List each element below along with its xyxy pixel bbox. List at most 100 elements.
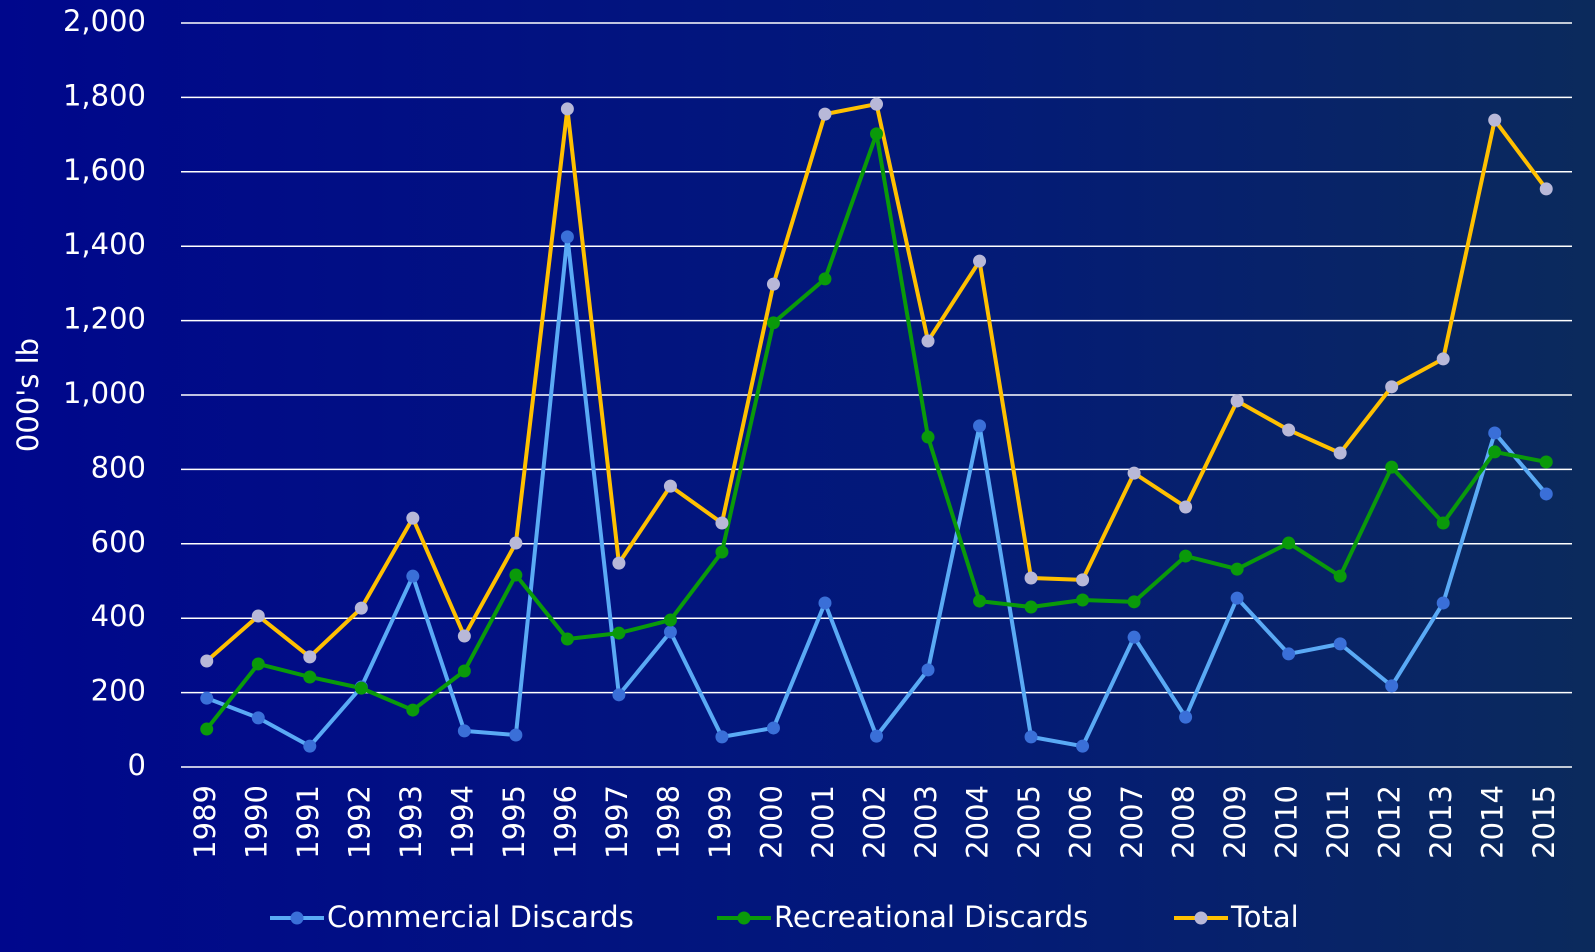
series-marker bbox=[200, 654, 214, 668]
series-marker bbox=[715, 545, 729, 559]
x-tick-label: 2005 bbox=[1012, 785, 1046, 859]
series-marker bbox=[251, 711, 265, 725]
y-tick-label: 400 bbox=[91, 599, 146, 633]
y-tick-label: 2,000 bbox=[63, 4, 146, 38]
series-marker bbox=[973, 594, 987, 608]
legend-marker bbox=[737, 911, 751, 925]
series-marker bbox=[1488, 113, 1502, 127]
series-marker bbox=[766, 277, 780, 291]
x-tick-label: 2009 bbox=[1218, 785, 1252, 859]
x-tick-label: 1995 bbox=[497, 785, 531, 859]
series-marker bbox=[1333, 637, 1347, 651]
series-marker bbox=[406, 569, 420, 583]
series-marker bbox=[1436, 352, 1450, 366]
series-marker bbox=[818, 107, 832, 121]
x-tick-label: 2014 bbox=[1476, 785, 1510, 859]
series-marker bbox=[766, 721, 780, 735]
series-marker bbox=[303, 670, 317, 684]
x-tick-label: 2006 bbox=[1064, 785, 1098, 859]
series-marker bbox=[1179, 710, 1193, 724]
series-marker bbox=[1024, 600, 1038, 614]
x-tick-label: 2011 bbox=[1321, 785, 1355, 859]
series-marker bbox=[1282, 536, 1296, 550]
x-tick-label: 2012 bbox=[1373, 785, 1407, 859]
x-tick-label: 2010 bbox=[1270, 785, 1304, 859]
x-tick-label: 2001 bbox=[806, 785, 840, 859]
series-marker bbox=[612, 688, 626, 702]
x-tick-label: 2002 bbox=[858, 785, 892, 859]
x-tick-label: 1990 bbox=[239, 785, 273, 859]
x-tick-label: 2007 bbox=[1115, 785, 1149, 859]
legend-label: Recreational Discards bbox=[774, 900, 1088, 934]
series-marker bbox=[818, 272, 832, 286]
x-tick-label: 1998 bbox=[651, 785, 685, 859]
series-marker bbox=[715, 516, 729, 530]
series-marker bbox=[1076, 739, 1090, 753]
series-marker bbox=[1024, 730, 1038, 744]
series-marker bbox=[1385, 460, 1399, 474]
y-tick-label: 1,000 bbox=[63, 376, 146, 410]
legend-marker bbox=[290, 911, 304, 925]
x-tick-label: 2004 bbox=[961, 785, 995, 859]
x-tick-label: 1999 bbox=[703, 785, 737, 859]
series-marker bbox=[354, 681, 368, 695]
series-marker bbox=[715, 730, 729, 744]
series-marker bbox=[1333, 569, 1347, 583]
series-marker bbox=[818, 596, 832, 610]
series-marker bbox=[921, 334, 935, 348]
y-tick-label: 1,800 bbox=[63, 78, 146, 112]
series-marker bbox=[200, 691, 214, 705]
x-tick-label: 1992 bbox=[342, 785, 376, 859]
series-marker bbox=[921, 663, 935, 677]
x-tick-label: 1996 bbox=[548, 785, 582, 859]
legend-marker bbox=[1194, 911, 1208, 925]
series-marker bbox=[612, 626, 626, 640]
series-marker bbox=[354, 601, 368, 615]
x-tick-label: 1994 bbox=[445, 785, 479, 859]
series-marker bbox=[560, 230, 574, 244]
series-marker bbox=[1539, 455, 1553, 469]
legend-label: Commercial Discards bbox=[327, 900, 634, 934]
series-marker bbox=[973, 254, 987, 268]
series-marker bbox=[200, 722, 214, 736]
series-marker bbox=[560, 632, 574, 646]
series-marker bbox=[1333, 446, 1347, 460]
y-tick-label: 800 bbox=[91, 450, 146, 484]
series-marker bbox=[457, 629, 471, 643]
series-marker bbox=[406, 511, 420, 525]
series-marker bbox=[1282, 647, 1296, 661]
series-marker bbox=[1076, 573, 1090, 587]
series-marker bbox=[251, 609, 265, 623]
y-tick-label: 1,200 bbox=[63, 302, 146, 336]
y-axis-label: 000's lb bbox=[11, 338, 45, 452]
series-marker bbox=[870, 729, 883, 743]
series-marker bbox=[1230, 562, 1244, 576]
series-marker bbox=[1127, 466, 1141, 480]
x-tick-label: 1997 bbox=[600, 785, 634, 859]
series-marker bbox=[1179, 549, 1193, 563]
series-marker bbox=[251, 657, 265, 671]
series-marker bbox=[870, 97, 883, 111]
series-marker bbox=[1385, 679, 1399, 693]
legend-label: Total bbox=[1230, 900, 1299, 934]
series-marker bbox=[509, 728, 523, 742]
series-marker bbox=[663, 625, 677, 639]
series-marker bbox=[1436, 516, 1450, 530]
y-tick-label: 600 bbox=[91, 525, 146, 559]
x-tick-label: 2008 bbox=[1167, 785, 1201, 859]
series-marker bbox=[406, 703, 420, 717]
x-tick-label: 2013 bbox=[1424, 785, 1458, 859]
series-marker bbox=[766, 316, 780, 330]
y-tick-label: 200 bbox=[91, 674, 146, 708]
series-marker bbox=[1282, 423, 1296, 437]
x-tick-label: 2000 bbox=[754, 785, 788, 859]
series-marker bbox=[1179, 500, 1193, 514]
series-marker bbox=[457, 664, 471, 678]
series-marker bbox=[509, 568, 523, 582]
series-marker bbox=[1488, 445, 1502, 459]
series-marker bbox=[663, 479, 677, 493]
series-marker bbox=[1539, 182, 1553, 196]
x-tick-label: 2003 bbox=[909, 785, 943, 859]
